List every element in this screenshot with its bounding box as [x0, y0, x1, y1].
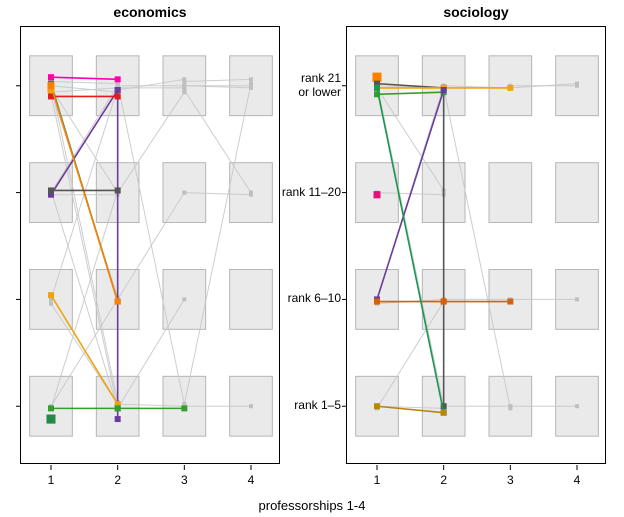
series-marker	[48, 405, 54, 411]
backdrop-marker	[249, 86, 253, 90]
category-box	[556, 163, 599, 223]
x-tick-label: 4	[574, 473, 581, 487]
backdrop-line	[184, 84, 251, 404]
series-marker	[507, 85, 513, 91]
series-marker	[373, 73, 382, 82]
y-tick-label: rank 6–10	[288, 293, 347, 307]
series-marker	[47, 415, 56, 424]
series-marker	[115, 76, 121, 82]
x-tick-label: 4	[248, 473, 255, 487]
category-box	[489, 163, 532, 223]
backdrop-marker	[182, 88, 186, 92]
backdrop-marker	[575, 297, 579, 301]
series-marker	[115, 187, 121, 193]
backdrop-marker	[249, 77, 253, 81]
backdrop-marker	[249, 193, 253, 197]
series-marker	[374, 191, 381, 198]
panel-econ: economics1234	[20, 26, 280, 464]
backdrop-marker	[182, 191, 186, 195]
plot-area: 1234rank 1–5rank 6–10rank 11–20rank 21or…	[346, 26, 606, 464]
series-marker	[115, 416, 121, 422]
backdrop-marker	[49, 302, 53, 306]
x-tick-label: 3	[507, 473, 514, 487]
series-marker	[115, 299, 121, 305]
category-box	[230, 270, 273, 330]
series-marker	[181, 405, 187, 411]
series-marker	[374, 403, 380, 409]
plot-area: 1234	[20, 26, 280, 464]
series-marker	[441, 87, 447, 93]
backdrop-marker	[575, 82, 579, 86]
backdrop-marker	[249, 404, 253, 408]
backdrop-line	[118, 84, 185, 404]
series-marker	[48, 82, 55, 89]
backdrop-marker	[182, 79, 186, 83]
svg-layer	[21, 27, 281, 465]
series-marker	[48, 74, 54, 80]
series-marker	[115, 93, 121, 99]
panel-soc: sociology1234rank 1–5rank 6–10rank 11–20…	[346, 26, 606, 464]
x-axis-label: professorships 1-4	[0, 498, 624, 513]
y-tick-label: rank 11–20	[282, 186, 347, 200]
x-tick-label: 1	[48, 473, 55, 487]
series-marker	[115, 87, 121, 93]
figure: economics1234sociology1234rank 1–5rank 6…	[0, 0, 624, 517]
series-marker	[374, 85, 380, 91]
backdrop-line	[377, 84, 444, 407]
x-tick-label: 1	[374, 473, 381, 487]
series-marker	[374, 299, 380, 305]
panel-title: economics	[20, 4, 280, 20]
x-tick-label: 2	[440, 473, 447, 487]
backdrop-line	[444, 88, 511, 408]
series-marker	[507, 299, 513, 305]
backdrop-marker	[508, 404, 512, 408]
series-marker	[115, 405, 121, 411]
backdrop-marker	[182, 297, 186, 301]
backdrop-marker	[575, 404, 579, 408]
x-tick-label: 2	[114, 473, 121, 487]
series-marker	[48, 292, 54, 298]
series-marker	[441, 410, 447, 416]
x-tick-label: 3	[181, 473, 188, 487]
backdrop-marker	[249, 82, 253, 86]
series-marker	[48, 187, 54, 193]
series-line	[377, 88, 444, 413]
svg-layer	[347, 27, 607, 465]
backdrop-marker	[182, 84, 186, 88]
y-tick-label: rank 21or lower	[298, 72, 347, 100]
y-tick-label: rank 1–5	[294, 399, 347, 413]
panel-title: sociology	[346, 4, 606, 20]
series-marker	[441, 299, 447, 305]
